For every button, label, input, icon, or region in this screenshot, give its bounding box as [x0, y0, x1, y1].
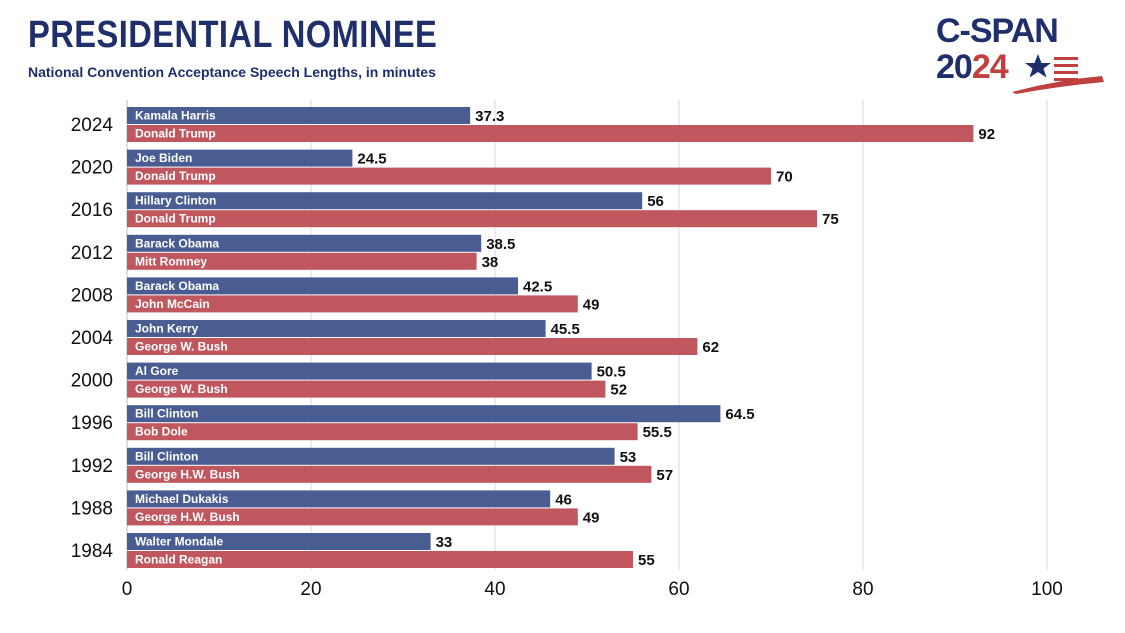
bar-democrat [127, 320, 546, 337]
nominee-label: Donald Trump [135, 127, 216, 141]
nominee-label: Barack Obama [135, 279, 219, 293]
y-tick-label: 2016 [71, 200, 113, 221]
star-flag-icon [1012, 54, 1104, 94]
logo-year-suffix: 24 [971, 48, 1009, 86]
bar-democrat [127, 192, 643, 210]
bar-republican [127, 295, 578, 313]
x-tick-label: 20 [300, 579, 321, 600]
nominee-label: John Kerry [135, 322, 199, 336]
y-tick-label: 2012 [71, 243, 113, 264]
x-tick-label: 80 [852, 579, 873, 600]
data-label: 38 [482, 254, 499, 271]
y-tick-label: 2024 [71, 115, 114, 136]
nominee-label: Ronald Reagan [135, 553, 222, 567]
data-label: 42.5 [523, 278, 552, 295]
y-tick-label: 2004 [71, 328, 114, 349]
nominee-label: Bill Clinton [135, 407, 198, 421]
y-tick-label: 2008 [71, 285, 113, 306]
data-label: 50.5 [597, 364, 626, 381]
y-tick-label: 2000 [71, 371, 113, 392]
nominee-label: Bill Clinton [135, 449, 198, 463]
nominee-label: Donald Trump [135, 169, 216, 183]
data-label: 55.5 [643, 424, 672, 441]
data-label: 55 [638, 552, 655, 569]
nominee-label: Michael Dukakis [135, 492, 229, 506]
bar-republican [127, 338, 698, 355]
nominee-label: Hillary Clinton [135, 194, 216, 208]
logo-year-prefix: 20 [936, 48, 973, 86]
bar-republican [127, 423, 638, 441]
data-label: 57 [656, 467, 673, 484]
data-label: 49 [583, 296, 600, 313]
bar-democrat [127, 149, 353, 167]
flag-stripe [1054, 71, 1078, 74]
bar-democrat [127, 107, 471, 124]
data-label: 46 [555, 491, 572, 508]
nominee-label: John McCain [135, 297, 210, 311]
data-label: 75 [822, 211, 839, 228]
bar-republican [127, 167, 771, 185]
y-tick-label: 1984 [71, 541, 114, 562]
nominee-label: Al Gore [135, 364, 179, 378]
logo-brand: C-SPAN [936, 12, 1059, 50]
data-label: 24.5 [357, 151, 386, 168]
nominee-label: George W. Bush [135, 340, 228, 354]
flag-stripe [1054, 64, 1078, 67]
nominee-label: Walter Mondale [135, 535, 224, 549]
flag-stripe [1054, 78, 1078, 81]
nominee-label: Bob Dole [135, 425, 188, 439]
nominee-label: George H.W. Bush [135, 510, 240, 524]
bar-democrat [127, 234, 482, 252]
flag-stripe [1054, 57, 1078, 60]
x-tick-label: 40 [484, 579, 505, 600]
x-tick-label: 0 [122, 579, 133, 600]
nominee-label: Barack Obama [135, 236, 219, 250]
y-tick-label: 1996 [71, 413, 113, 434]
bar-democrat [127, 533, 431, 550]
cspan-logo: C-SPAN 2024 [932, 10, 1112, 100]
data-label: 70 [776, 169, 793, 186]
x-tick-label: 60 [668, 579, 689, 600]
y-tick-label: 2020 [71, 158, 113, 179]
x-tick-label: 100 [1031, 579, 1063, 600]
nominee-label: Mitt Romney [135, 254, 207, 268]
data-label: 33 [436, 534, 453, 551]
data-label: 92 [978, 126, 995, 143]
data-label: 38.5 [486, 236, 515, 253]
data-label: 37.3 [475, 108, 504, 125]
bar-republican [127, 380, 606, 398]
data-label: 49 [583, 509, 600, 526]
logo-swoosh [1012, 76, 1104, 94]
bar-republican [127, 210, 817, 228]
y-tick-label: 1992 [71, 456, 113, 477]
bar-republican [127, 252, 477, 270]
nominee-label: George H.W. Bush [135, 467, 240, 481]
data-label: 62 [702, 339, 719, 356]
nominee-label: Donald Trump [135, 212, 216, 226]
bar-democrat [127, 490, 551, 508]
logo-year: 2024 [936, 48, 1009, 87]
chart-title: PRESIDENTIAL NOMINEE [28, 14, 438, 56]
nominee-label: Joe Biden [135, 151, 192, 165]
data-label: 56 [647, 193, 664, 210]
bar-republican [127, 465, 652, 483]
star-icon [1025, 54, 1051, 78]
y-tick-label: 1988 [71, 498, 113, 519]
chart-subtitle: National Convention Acceptance Speech Le… [28, 64, 436, 80]
bar-democrat [127, 447, 615, 465]
bar-democrat [127, 405, 721, 423]
data-label: 53 [620, 449, 637, 466]
bar-democrat [127, 277, 518, 295]
bar-republican [127, 551, 633, 568]
nominee-label: George W. Bush [135, 382, 228, 396]
data-label: 64.5 [725, 406, 754, 423]
nominee-label: Kamala Harris [135, 109, 216, 123]
bar-republican [127, 508, 578, 526]
data-label: 52 [610, 382, 627, 399]
bar-republican [127, 125, 974, 142]
bar-democrat [127, 362, 592, 380]
data-label: 45.5 [551, 321, 580, 338]
